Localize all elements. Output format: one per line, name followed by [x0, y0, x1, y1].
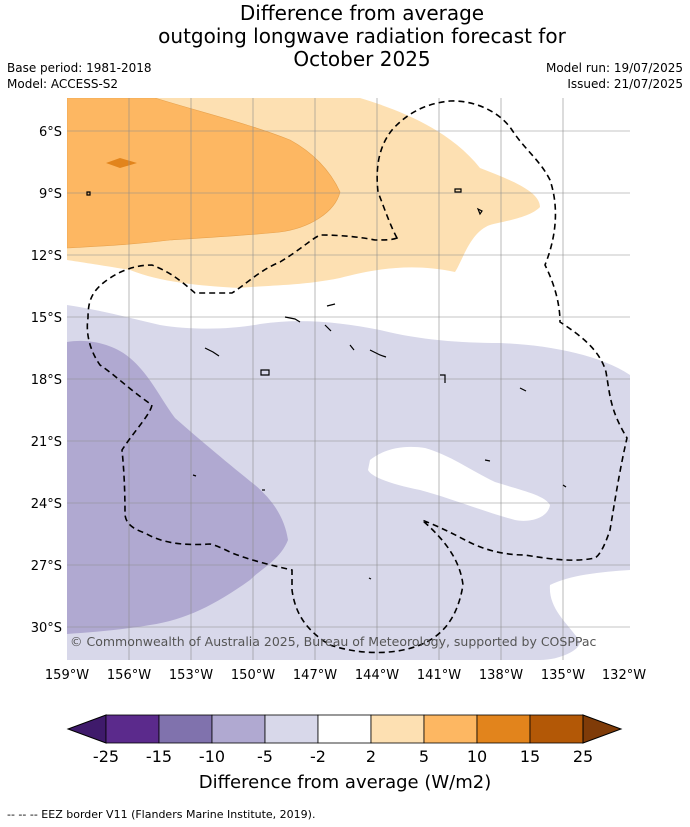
colorbar-swatch: [105, 714, 160, 744]
colorbar-tick-label: -2: [310, 747, 326, 766]
colorbar-tick-label: -15: [146, 747, 172, 766]
title-line-2: outgoing longwave radiation forecast for: [158, 24, 566, 48]
map-gridlines: [67, 98, 630, 660]
colorbar-extend-low: [66, 714, 107, 744]
lat-label: 12°S: [31, 249, 62, 264]
colorbar-title: Difference from average (W/m2): [199, 772, 491, 793]
colorbar: -25 -15 -10 -5 -2 2 5 10 15 25: [66, 714, 623, 766]
map-title: Difference from average outgoing longwav…: [0, 2, 690, 71]
colorbar-tick-label: 10: [467, 747, 487, 766]
lon-label: 156°W: [107, 668, 151, 683]
lon-label: 153°W: [169, 668, 213, 683]
colorbar-swatch: [423, 714, 478, 744]
lat-label: 24°S: [31, 497, 62, 512]
title-line-1: Difference from average: [239, 1, 485, 25]
map-area: © Commonwealth of Australia 2025, Bureau…: [67, 98, 630, 660]
model-name: Model: ACCESS-S2: [7, 77, 119, 91]
colorbar-tick-label: -25: [93, 747, 119, 766]
colorbar-swatch: [317, 714, 372, 744]
longitude-labels: 159°W 156°W 153°W 150°W 147°W 144°W 141°…: [45, 668, 646, 683]
island-outlines: [86, 188, 567, 580]
colorbar-tick-label: 5: [419, 747, 429, 766]
colorbar-tick-label: -5: [257, 747, 273, 766]
latitude-labels: 6°S 9°S 12°S 15°S 18°S 21°S 24°S 27°S 30…: [31, 125, 62, 636]
anomaly-region-medium-orange: [67, 98, 341, 249]
colorbar-tick-label: 15: [520, 747, 540, 766]
colorbar-swatch: [476, 714, 531, 744]
lon-label: 147°W: [293, 668, 337, 683]
lon-label: 144°W: [355, 668, 399, 683]
colorbar-tick-label: 2: [366, 747, 376, 766]
base-period: Base period: 1981-2018: [7, 61, 152, 75]
lon-label: 138°W: [479, 668, 523, 683]
colorbar-tick-label: 25: [573, 747, 593, 766]
lon-label: 141°W: [417, 668, 461, 683]
lat-label: 27°S: [31, 559, 62, 574]
anomaly-spot-dark-orange: [106, 158, 137, 168]
anomaly-region-medium-purple: [67, 340, 288, 634]
eez-border: [86, 100, 628, 654]
colorbar-swatch: [264, 714, 319, 744]
colorbar-swatch: [211, 714, 266, 744]
lat-label: 15°S: [31, 311, 62, 326]
lon-label: 135°W: [541, 668, 585, 683]
issued-date: Issued: 21/07/2025: [567, 77, 683, 91]
lon-label: 159°W: [45, 668, 89, 683]
model-run: Model run: 19/07/2025: [545, 61, 683, 75]
anomaly-region-neutral: [368, 446, 550, 521]
lat-label: 18°S: [31, 373, 62, 388]
eez-legend: -- -- -- EEZ border V11 (Flanders Marine…: [7, 808, 316, 821]
colorbar-swatch: [158, 714, 213, 744]
colorbar-swatch: [370, 714, 425, 744]
meta-left: Base period: 1981-2018 Model: ACCESS-S2: [7, 60, 152, 92]
copyright-notice: © Commonwealth of Australia 2025, Bureau…: [70, 634, 596, 649]
lat-label: 6°S: [39, 125, 62, 140]
lat-label: 21°S: [31, 435, 62, 450]
lat-label: 9°S: [39, 187, 62, 202]
colorbar-extend-high: [582, 714, 623, 744]
meta-right: Model run: 19/07/2025 Issued: 21/07/2025: [546, 60, 683, 92]
title-line-3: October 2025: [293, 47, 431, 71]
lon-label: 150°W: [231, 668, 275, 683]
lat-label: 30°S: [31, 621, 62, 636]
colorbar-tick-label: -10: [199, 747, 225, 766]
lon-label: 132°W: [602, 668, 646, 683]
colorbar-swatch: [529, 714, 584, 744]
